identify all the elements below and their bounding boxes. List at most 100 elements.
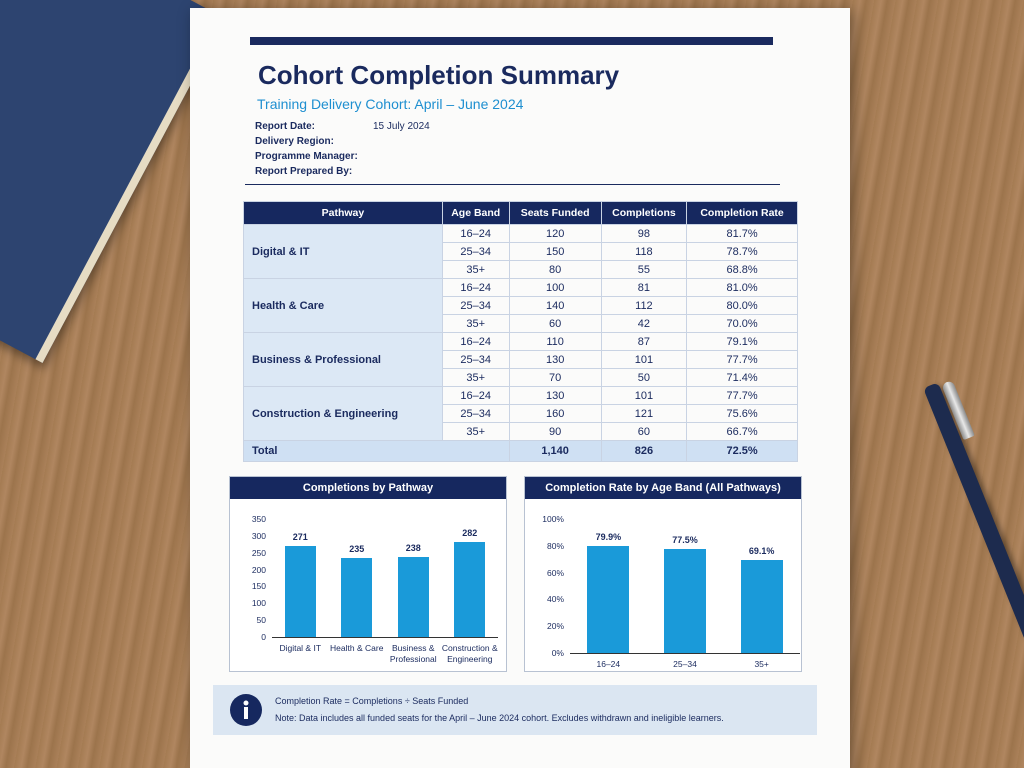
chart-title: Completions by Pathway (230, 477, 506, 499)
y-tick-label: 350 (251, 514, 266, 524)
y-tick-label: 20% (546, 621, 564, 632)
cell: 81 (600, 278, 688, 297)
y-tick-label: 250 (251, 547, 266, 558)
value-label: 282 (462, 527, 478, 538)
pathway-cell: Construction & Engineering (243, 386, 443, 441)
column-header: Seats Funded (508, 201, 602, 225)
cell: 81.0% (686, 278, 798, 297)
cell: 60 (600, 422, 688, 441)
cell: 25–34 (441, 296, 510, 315)
cell: 118 (600, 242, 688, 261)
title: Cohort Completion Summary (258, 60, 620, 90)
row: 25–34 160 121 75.6% (244, 404, 798, 423)
rule (245, 184, 780, 185)
cell: 35+ (441, 422, 510, 441)
x-tick-label: 25–34 (673, 659, 697, 669)
cell: 130 (508, 386, 602, 405)
cell: 77.7% (686, 386, 798, 405)
bar (663, 549, 707, 653)
bar (454, 541, 486, 637)
cell: 70.0% (686, 314, 798, 333)
row: Digital & IT 16–24 120 98 81.7% (243, 224, 798, 279)
formula: Completion Rate = Completions ÷ Seats Fu… (275, 696, 469, 706)
cell: 42 (600, 314, 688, 333)
header-row: Pathway Age Band Seats Funded Completions Co… (243, 201, 798, 225)
pathway-cell: Business & Professional (243, 332, 443, 387)
cell: 130 (508, 350, 602, 369)
pen (923, 382, 1024, 648)
meta-row: Programme Manager: (255, 151, 430, 166)
header-bar (250, 37, 773, 45)
x-axis (272, 637, 498, 638)
cell: 79.1% (686, 332, 798, 351)
cell: 80.0% (686, 296, 798, 315)
cell: 121 (600, 404, 688, 423)
row: Health & Care 16–24 100 81 81.0% (243, 278, 798, 333)
bar (587, 545, 630, 653)
value-label: 77.5% (672, 535, 698, 546)
meta-row: Delivery Region: (255, 136, 430, 151)
column-header: Pathway (243, 201, 443, 225)
cell: 55 (600, 260, 688, 279)
row: 35+ 70 50 71.4% (244, 368, 798, 387)
row: 35+ 60 42 70.0% (244, 314, 798, 333)
value-label: 238 (405, 542, 421, 553)
cell: 66.7% (686, 422, 798, 441)
y-tick-label: 80% (546, 540, 564, 551)
cell: 70 (508, 368, 602, 387)
subtitle: Training Delivery Cohort: April – June 2… (257, 96, 524, 112)
cell: 75.6% (686, 404, 798, 423)
row: Business & Professional 16–24 110 87 79.1% (243, 332, 798, 387)
cell: 35+ (441, 260, 510, 279)
bar (284, 545, 316, 637)
total-cell: 72.5% (686, 440, 798, 462)
meta-row: Report Date: 15 July 2024 (255, 121, 430, 136)
cell: 150 (508, 242, 602, 261)
column-header: Age Band (441, 201, 510, 225)
cell: 16–24 (441, 332, 510, 351)
meta: Report Date: 15 July 2024 Delivery Region:… (255, 121, 430, 181)
y-tick-label: 200 (251, 564, 266, 575)
x-tick-label: Digital & IT (279, 643, 322, 653)
column-header: Completion Rate (686, 201, 798, 225)
cell: 110 (508, 332, 602, 351)
cell: 71.4% (686, 368, 798, 387)
cell: 101 (600, 350, 688, 369)
x-tick-label: Health & Care (330, 643, 384, 653)
value-label: 271 (292, 531, 308, 542)
info-box: Completion Rate = Completions ÷ Seats Fu… (213, 685, 817, 735)
cell: 87 (600, 332, 688, 351)
y-tick-label: 150 (251, 581, 266, 592)
info-icon (230, 694, 262, 726)
cell: 60 (508, 314, 602, 333)
total-row: Total 1,140 826 72.5% (243, 440, 798, 462)
row: Construction & Engineering 16–24 130 101 77.… (243, 386, 798, 441)
value-label: 69.1% (748, 546, 775, 557)
y-tick-label: 300 (251, 530, 266, 541)
x-axis (570, 653, 800, 654)
cell: 112 (600, 296, 688, 315)
note: Note: Data includes all funded seats for… (275, 713, 724, 723)
cell: 68.8% (686, 260, 798, 279)
cell: 101 (600, 386, 688, 405)
cell: 120 (508, 224, 602, 243)
row: 25–34 140 112 80.0% (244, 296, 798, 315)
value-label: 79.9% (595, 531, 622, 542)
y-tick-label: 100% (542, 514, 564, 524)
cell: 100 (508, 278, 602, 297)
meta-label: Delivery Region: (255, 136, 334, 147)
meta-row: Report Prepared By: (255, 166, 430, 181)
y-tick-label: 0 (261, 632, 266, 642)
table: Pathway Age Band Seats Funded Completions Co… (243, 201, 798, 462)
cell: 25–34 (441, 404, 510, 423)
row: 25–34 130 101 77.7% (244, 350, 798, 369)
cell: 16–24 (441, 386, 510, 405)
cell: 25–34 (441, 350, 510, 369)
value-label: 235 (349, 543, 365, 554)
y-tick-label: 0% (551, 648, 564, 658)
paper: Cohort Completion Summary Training Deliv… (190, 8, 850, 768)
bar (397, 556, 429, 637)
cell: 50 (600, 368, 688, 387)
cell: 81.7% (686, 224, 798, 243)
